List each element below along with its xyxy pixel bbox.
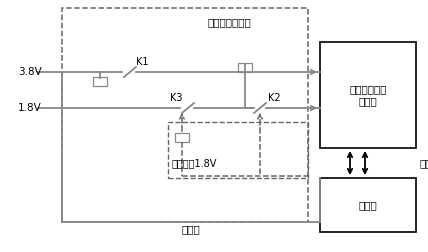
Text: 3.8V: 3.8V <box>18 67 42 77</box>
Text: 控制线: 控制线 <box>181 224 200 234</box>
Bar <box>238 63 252 72</box>
Text: 无线通信模块
及电路: 无线通信模块 及电路 <box>349 84 387 106</box>
Bar <box>175 133 189 142</box>
Text: 1.8V: 1.8V <box>18 103 42 113</box>
Text: 处理器联合控制: 处理器联合控制 <box>208 17 251 27</box>
Bar <box>93 77 107 86</box>
Text: 数据线: 数据线 <box>420 158 428 168</box>
Text: K3: K3 <box>170 93 182 103</box>
Text: K1: K1 <box>136 57 149 67</box>
Text: 处理器: 处理器 <box>359 200 377 210</box>
Text: K2: K2 <box>268 93 281 103</box>
Text: 模块自带1.8V: 模块自带1.8V <box>172 158 217 168</box>
